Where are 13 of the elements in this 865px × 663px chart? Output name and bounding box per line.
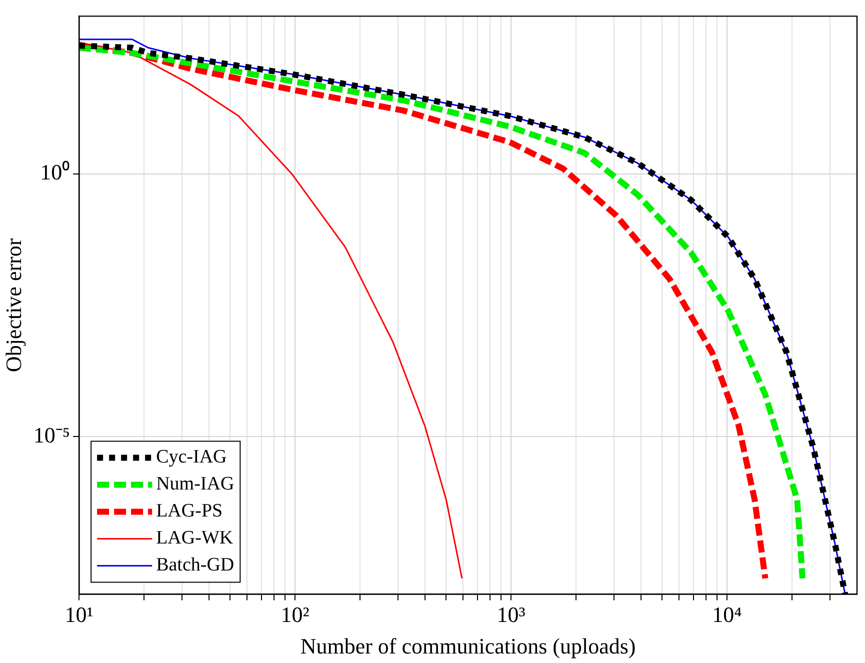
legend-label: LAG-WK xyxy=(156,528,234,549)
legend-label: Cyc-IAG xyxy=(156,446,228,468)
x-tick-label: 10¹ xyxy=(64,602,94,628)
legend-label: LAG-PS xyxy=(156,500,223,522)
legend-label: Batch-GD xyxy=(156,554,234,576)
x-tick-label: 10² xyxy=(280,602,310,628)
y-tick-label: 10⁻⁵ xyxy=(33,422,70,448)
legend-label: Num-IAG xyxy=(156,474,234,495)
y-tick-label: 10⁰ xyxy=(40,160,70,185)
y-axis-title: Objective error xyxy=(0,238,26,372)
x-axis-title: Number of communications (uploads) xyxy=(300,634,636,659)
x-tick-label: 10⁴ xyxy=(712,602,742,628)
x-tick-label: 10³ xyxy=(496,602,526,628)
